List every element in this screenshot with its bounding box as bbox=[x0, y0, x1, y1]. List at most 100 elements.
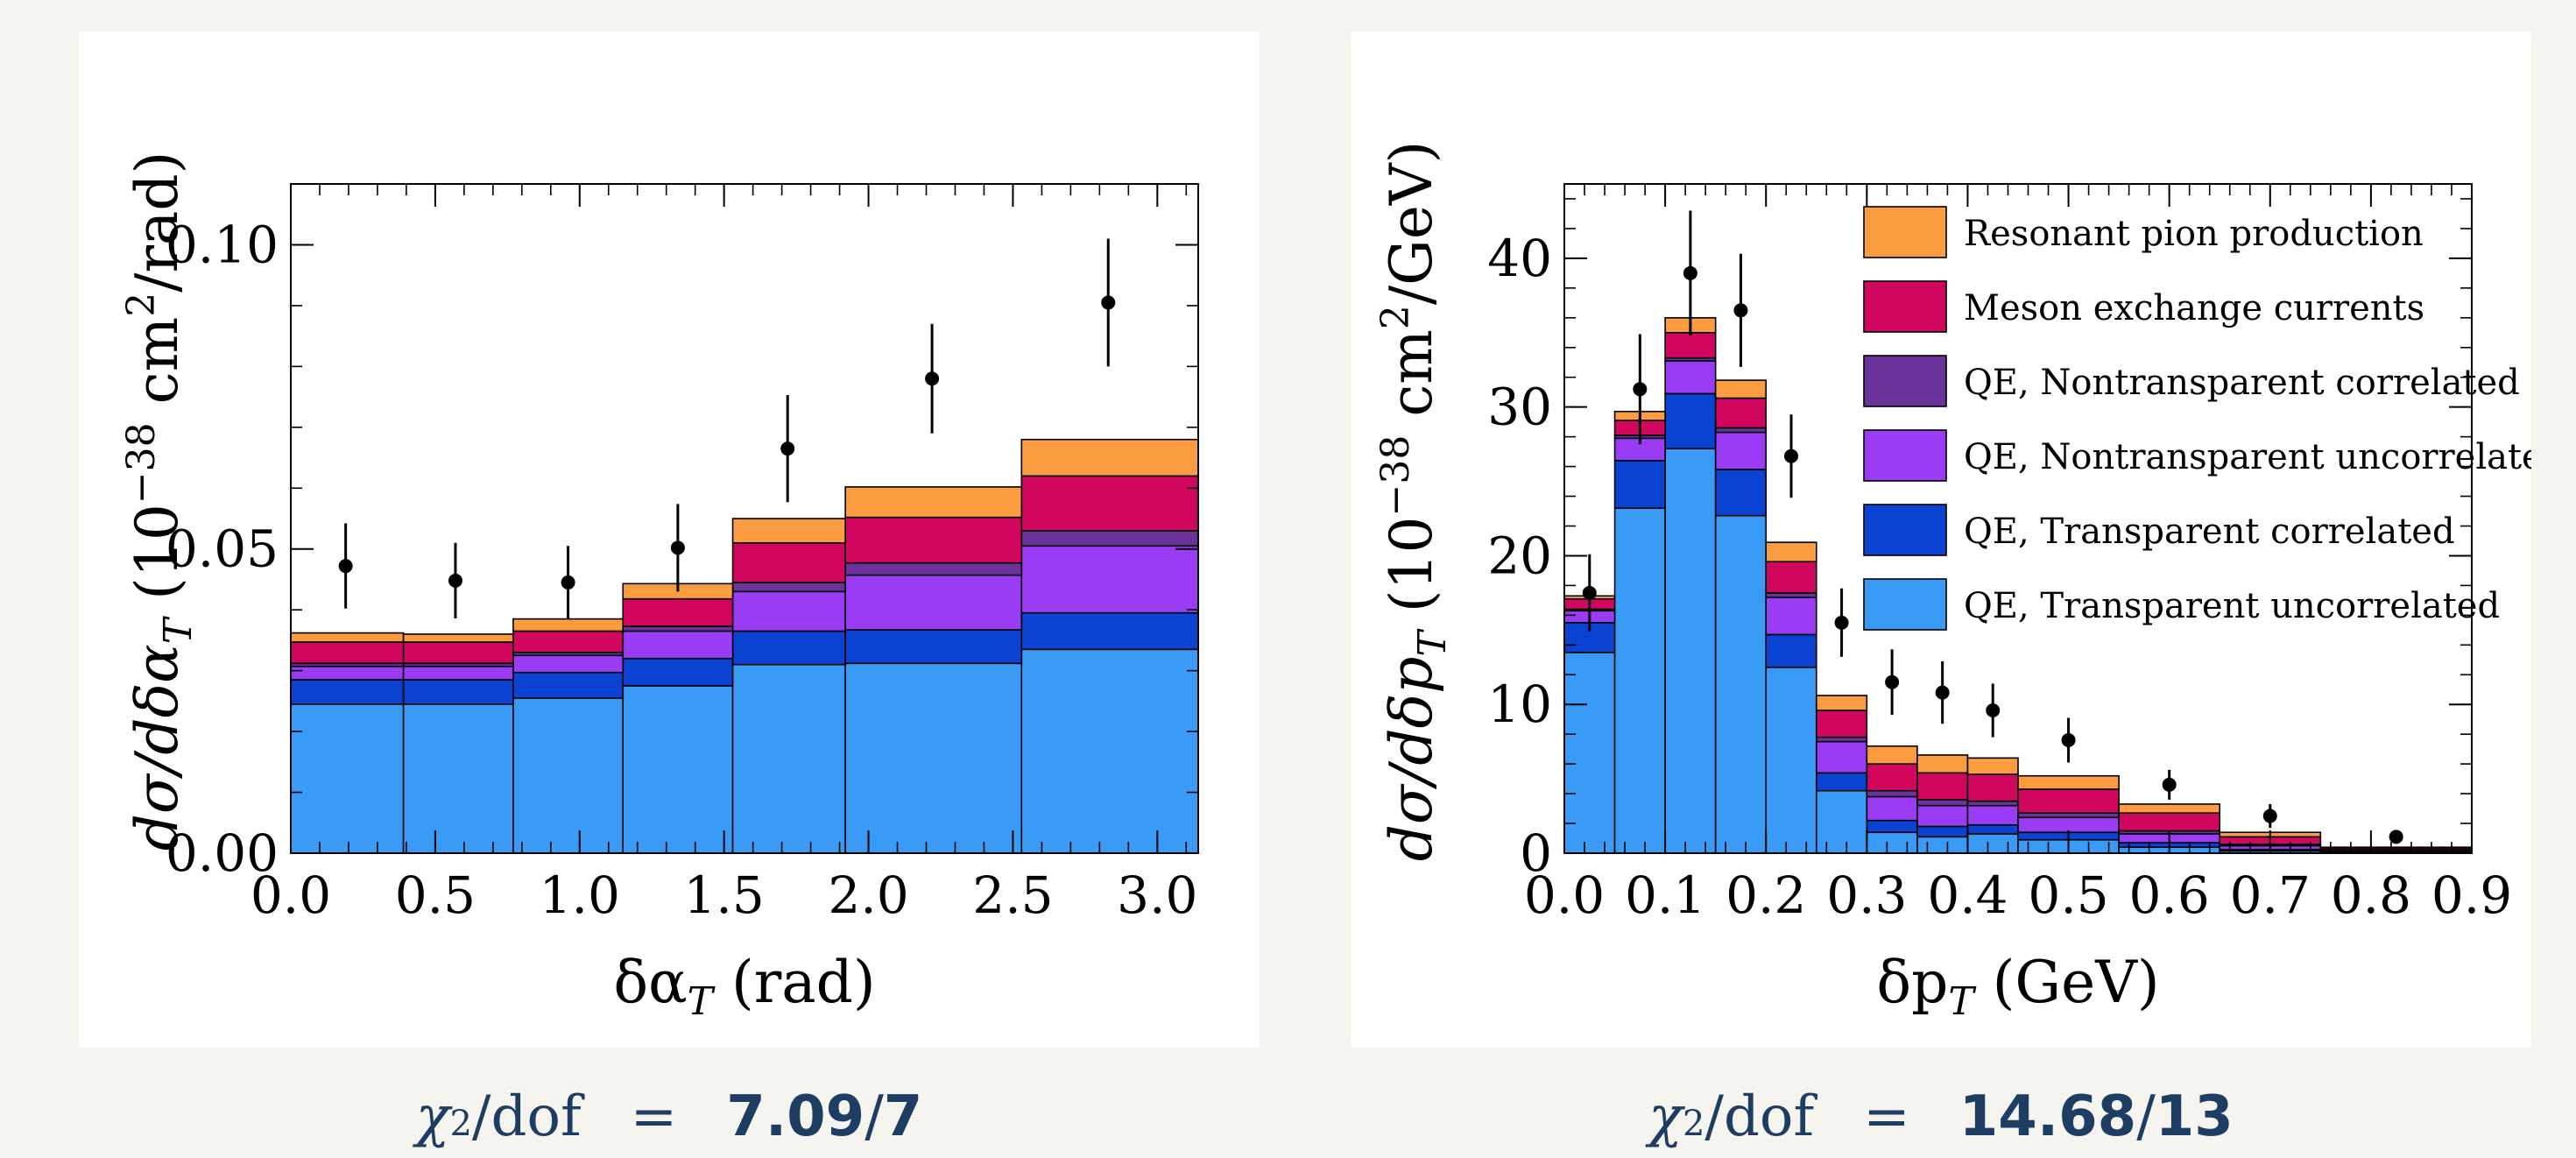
y-axis-label-unit: (10 bbox=[124, 504, 191, 618]
chi-superscript: 2 bbox=[1682, 1104, 1705, 1144]
chi-value: 7.09 bbox=[726, 1084, 865, 1149]
y-tick-label: 40 bbox=[1487, 229, 1552, 288]
data-point bbox=[2262, 808, 2277, 823]
bar-mec bbox=[402, 641, 514, 665]
bar-resonant bbox=[290, 632, 405, 643]
bar-qe-t-corr bbox=[512, 671, 625, 699]
data-point bbox=[1986, 703, 2001, 718]
bar-qe-nt-corr bbox=[1866, 789, 1918, 798]
y-axis-label-exp: −38 bbox=[119, 422, 164, 504]
legend-swatch-mec bbox=[1863, 280, 1947, 333]
bar-qe-nt-uncorr bbox=[402, 665, 514, 681]
bar-qe-nt-uncorr bbox=[1664, 360, 1717, 395]
bar-mec bbox=[1765, 561, 1817, 594]
bar-qe-nt-uncorr bbox=[1866, 795, 1918, 822]
legend-swatch-qe-nt-uncorr bbox=[1863, 429, 1947, 482]
y-axis-label-exp2: 2 bbox=[1373, 305, 1418, 329]
bar-mec bbox=[622, 597, 734, 627]
chi-dof: 13 bbox=[2155, 1084, 2234, 1149]
bar-qe-nt-uncorr bbox=[1815, 740, 1868, 774]
bar-qe-t-uncorr bbox=[731, 663, 846, 854]
y-tick-label: 30 bbox=[1487, 378, 1552, 437]
x-axis-label: δpT (GeV) bbox=[1876, 949, 2159, 1024]
data-point bbox=[1935, 685, 1950, 700]
x-tick-label: 1.5 bbox=[684, 865, 765, 925]
bar-resonant bbox=[1916, 754, 1969, 774]
bar-qe-t-corr bbox=[844, 629, 1023, 665]
chart-svg-right: 0.0 0.1 0.2 0.3 0.4 0.5 0.6 0.7 0.8 0.9 0 10 20 30 40 δ… bbox=[1373, 141, 2531, 1024]
data-point bbox=[1101, 295, 1116, 310]
legend-swatch-qe-t-corr bbox=[1863, 504, 1947, 556]
bar-qe-nt-uncorr bbox=[622, 630, 734, 660]
x-tick-label: 0.1 bbox=[1625, 865, 1705, 925]
bar-resonant bbox=[1966, 757, 2019, 775]
y-axis-label-unit-end: /rad) bbox=[124, 152, 191, 293]
y-axis-label: dσ/dδpT (10−38 cm2/GeV) bbox=[1373, 141, 1455, 862]
data-point bbox=[561, 575, 575, 590]
bar-resonant bbox=[844, 486, 1023, 519]
y-axis-label-unit: (10 bbox=[1378, 516, 1445, 631]
chi-squared-right: χ 2 /dof = 14.68 / 13 bbox=[1351, 1084, 2531, 1158]
data-point bbox=[2389, 830, 2403, 844]
data-point bbox=[670, 540, 685, 555]
bar-qe-t-uncorr bbox=[1613, 507, 1666, 854]
bar-qe-t-corr bbox=[402, 679, 514, 705]
y-tick-label: 0.00 bbox=[166, 823, 279, 883]
x-axis-label: δαT (rad) bbox=[613, 949, 875, 1024]
x-tick-label: 3.0 bbox=[1117, 865, 1197, 925]
bar-qe-t-uncorr bbox=[1765, 666, 1817, 854]
data-point bbox=[1834, 615, 1849, 630]
data-point bbox=[2162, 777, 2177, 792]
bar-qe-t-uncorr bbox=[290, 703, 405, 854]
x-tick-label: 0.4 bbox=[1927, 865, 2008, 925]
legend-swatch-qe-t-uncorr bbox=[1863, 578, 1947, 631]
bar-resonant bbox=[1765, 541, 1817, 563]
bar-qe-t-uncorr bbox=[844, 662, 1023, 854]
legend-label-qe-nt-uncorr: QE, Nontransparent uncorrelated bbox=[1964, 437, 2531, 477]
bar-mec bbox=[2118, 812, 2221, 832]
bar-resonant bbox=[731, 518, 846, 544]
bar-qe-nt-corr bbox=[622, 625, 734, 632]
bar-resonant bbox=[2017, 774, 2120, 790]
bar-qe-nt-corr bbox=[844, 561, 1023, 576]
legend-swatch-qe-nt-corr bbox=[1863, 355, 1947, 407]
chi-squared-left: χ 2 /dof = 7.09 / 7 bbox=[79, 1084, 1260, 1158]
x-tick-label: 0.8 bbox=[2331, 865, 2411, 925]
bar-qe-t-corr bbox=[1866, 819, 1918, 834]
data-point bbox=[1784, 448, 1798, 463]
y-axis-label-exp2: 2 bbox=[119, 293, 164, 317]
legend-label-qe-nt-corr: QE, Nontransparent correlated bbox=[1964, 363, 2520, 403]
x-axis-label-sub: T bbox=[1948, 979, 1977, 1024]
chi-denominator-label: /dof bbox=[471, 1084, 582, 1149]
legend-label-qe-t-corr: QE, Transparent correlated bbox=[1964, 512, 2455, 552]
bar-qe-nt-uncorr bbox=[2017, 816, 2120, 834]
bar-qe-t-uncorr bbox=[512, 697, 625, 854]
y-axis-label-main: dσ/dδp bbox=[1378, 657, 1445, 862]
legend-label-mec: Meson exchange currents bbox=[1964, 288, 2424, 328]
chi-slash: / bbox=[2136, 1084, 2156, 1149]
x-axis-label-sub: T bbox=[688, 979, 716, 1024]
legend-label-qe-t-uncorr: QE, Transparent uncorrelated bbox=[1964, 586, 2500, 626]
bar-qe-nt-uncorr bbox=[731, 590, 846, 632]
bar-qe-nt-uncorr bbox=[290, 665, 405, 681]
bar-mec bbox=[844, 516, 1023, 564]
legend-swatch-resonant bbox=[1863, 206, 1947, 258]
chi-denominator-label: /dof bbox=[1704, 1084, 1815, 1149]
chart-panel-left: 0.0 0.5 1.0 1.5 2.0 2.5 3.0 0.00 0.05 0.10 δαT (ra… bbox=[79, 32, 1260, 1048]
bar-resonant bbox=[1815, 695, 1868, 711]
chi-equals: = bbox=[1863, 1084, 1910, 1149]
chi-value: 14.68 bbox=[1958, 1084, 2137, 1149]
data-point bbox=[1633, 382, 1648, 397]
x-axis-label-unit: (GeV) bbox=[1974, 949, 2160, 1016]
data-point bbox=[925, 371, 940, 386]
plot-frame bbox=[1563, 183, 2473, 854]
y-axis-label-main: dσ/dδα bbox=[124, 644, 191, 851]
x-tick-label: 0.7 bbox=[2230, 865, 2311, 925]
x-tick-label: 0.5 bbox=[395, 865, 476, 925]
bar-resonant bbox=[1714, 379, 1768, 399]
x-axis-label-unit: (rad) bbox=[713, 949, 876, 1016]
y-axis-label-sub: T bbox=[1410, 628, 1455, 657]
bar-mec bbox=[1866, 763, 1918, 792]
x-tick-label: 0.0 bbox=[251, 865, 331, 925]
